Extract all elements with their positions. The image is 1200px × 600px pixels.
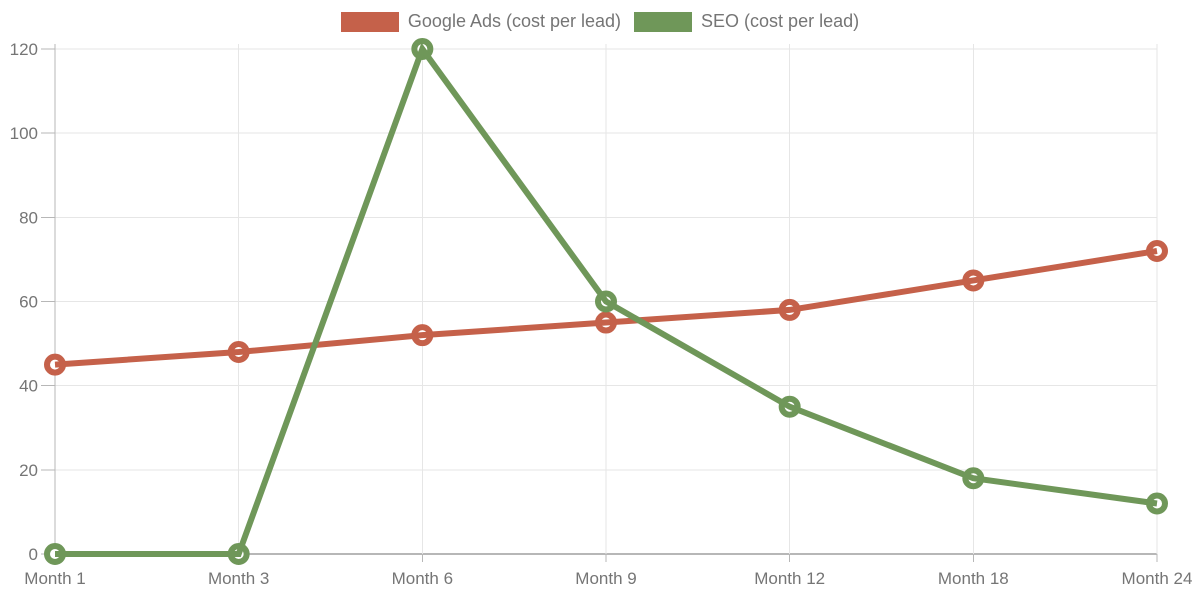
y-tick-label: 60 — [19, 293, 38, 312]
series-1 — [44, 38, 1168, 565]
y-tick-label: 20 — [19, 461, 38, 480]
legend-swatch-seo — [634, 11, 693, 32]
grid-layer — [54, 44, 1158, 555]
series-line — [54, 248, 1158, 368]
y-tick-label: 80 — [19, 208, 38, 227]
y-tick-label: 0 — [29, 545, 38, 564]
x-tick-label: Month 1 — [24, 569, 85, 588]
x-tick-label: Month 12 — [754, 569, 825, 588]
x-tick-label: Month 24 — [1122, 569, 1193, 588]
y-tick-label: 120 — [10, 40, 38, 59]
legend-label-google-ads: Google Ads (cost per lead) — [407, 11, 622, 31]
x-tick-label: Month 18 — [938, 569, 1009, 588]
x-tick-label: Month 6 — [392, 569, 453, 588]
series-line — [55, 42, 1158, 557]
x-tick-label: Month 3 — [208, 569, 269, 588]
legend-item-seo[interactable]: SEO (cost per lead) — [634, 11, 859, 32]
y-tick-label: 40 — [19, 377, 38, 396]
legend-label-seo: SEO (cost per lead) — [701, 11, 860, 31]
legend-swatch-google-ads — [340, 11, 399, 32]
axis-label-layer: 0 20 40 60 80 100 120 Month 1 Month 3 Month 6 Mont… — [10, 40, 1193, 588]
series-0 — [44, 240, 1168, 376]
y-tick-label: 100 — [10, 124, 38, 143]
chart-legend: Google Ads (cost per lead) SEO (cost per… — [0, 11, 1200, 32]
x-tick-label: Month 9 — [575, 569, 636, 588]
legend-item-google-ads[interactable]: Google Ads (cost per lead) — [340, 11, 622, 32]
series-layer — [44, 38, 1168, 565]
